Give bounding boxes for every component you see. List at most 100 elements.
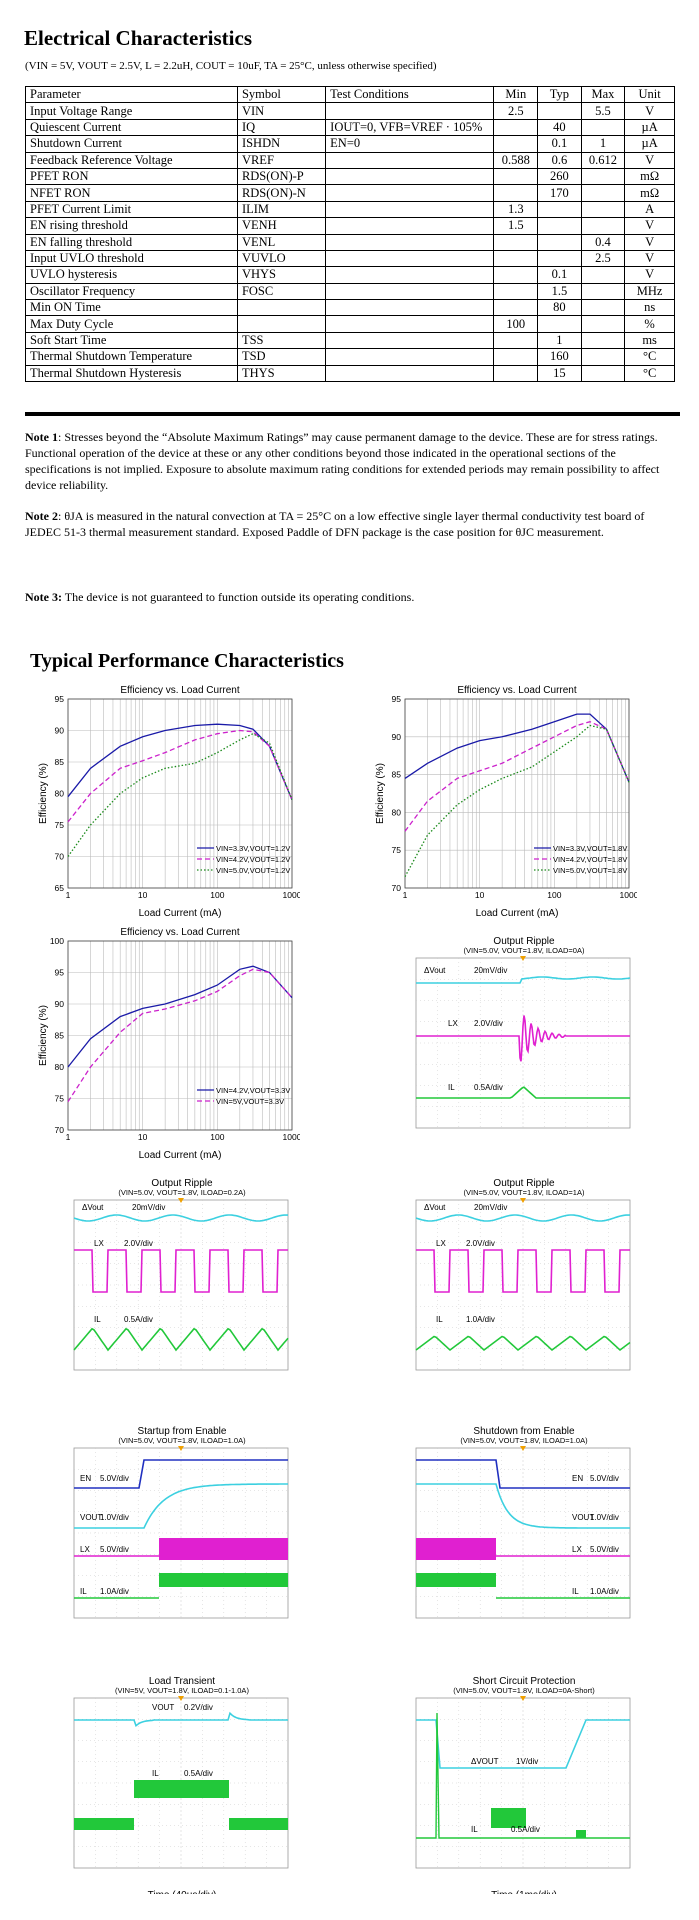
table-row: Quiescent Current IQ IOUT=0, VFB=VREF · 10… [25, 118, 675, 137]
table-cell [493, 364, 539, 383]
legend-entry: VIN=5.0V,VOUT=1.8V [553, 866, 627, 875]
table-cell: VREF [236, 151, 327, 169]
scope-trace [74, 1483, 288, 1529]
channel-label: VOUT [572, 1513, 594, 1522]
table-cell [325, 184, 495, 202]
table-cell: RDS(ON)-N [236, 184, 327, 202]
plot-frame [404, 698, 630, 889]
scope-trace [416, 976, 631, 984]
table-cell: 0.1 [537, 135, 582, 153]
table-cell [493, 331, 539, 350]
efficiency-chart-2: Efficiency vs. Load Current 70 75 80 85 90 95 1… [375, 683, 637, 918]
table-cell: IQ [236, 118, 327, 137]
table-cell [236, 315, 327, 333]
legend-entry: VIN=5.0V,VOUT=1.2V [216, 866, 290, 875]
scope-trace [416, 1459, 630, 1489]
table-cell [325, 282, 495, 301]
table-cell: 0.1 [537, 266, 582, 284]
table-cell [236, 299, 327, 317]
table-cell: 80 [537, 299, 582, 317]
table-cell: 0.6 [537, 151, 582, 169]
y-tick-label: 95 [392, 694, 402, 704]
y-tick-label: 85 [55, 757, 65, 767]
table-cell [537, 233, 582, 251]
table-cell: Soft Start Time [25, 331, 238, 350]
table-cell [493, 184, 539, 202]
table-row: Feedback Reference Voltage VREF 0.588 0.6 0.… [25, 151, 675, 169]
table-cell [325, 167, 495, 186]
table-cell: TSD [236, 348, 327, 366]
table-cell [325, 151, 495, 169]
table-cell: VENL [236, 233, 327, 251]
scope-trace [74, 1249, 288, 1293]
table-cell: 2.5 [580, 249, 626, 268]
series-line [67, 729, 293, 823]
table-cell: Quiescent Current [25, 118, 238, 137]
table-cell [325, 217, 495, 235]
y-tick-label: 95 [55, 694, 65, 704]
table-cell: UVLO hysteresis [25, 266, 238, 284]
y-axis-label: Efficiency (%) [38, 1005, 49, 1066]
channel-label: LX [448, 1019, 458, 1028]
table-cell: THYS [236, 364, 327, 383]
table-cell: ISHDN [236, 135, 327, 153]
channel-label: VOUT [152, 1703, 174, 1712]
table-cell: V [624, 266, 675, 284]
table-cell: Thermal Shutdown Temperature [25, 348, 238, 366]
channel-scale: 1.0V/div [590, 1513, 619, 1522]
note-2: Note 2: θJA is measured in the natural c… [25, 508, 675, 540]
switching-band [159, 1573, 288, 1587]
section-divider [25, 412, 680, 416]
y-tick-label: 75 [55, 1094, 65, 1104]
y-axis-label: Efficiency (%) [38, 763, 49, 824]
table-cell [580, 217, 626, 235]
legend-entry: VIN=3.3V,VOUT=1.8V [553, 844, 627, 853]
table-cell: 1.5 [493, 217, 539, 235]
table-cell: 1.5 [537, 282, 582, 301]
scope-trace [73, 1214, 289, 1222]
channel-label: LX [436, 1239, 446, 1248]
scope-trace [416, 1719, 630, 1769]
channel-label: LX [94, 1239, 104, 1248]
y-tick-label: 80 [55, 789, 65, 799]
table-cell: A [624, 200, 675, 219]
table-cell: 0.4 [580, 233, 626, 251]
table-cell [580, 331, 626, 350]
x-tick-label: 10 [475, 890, 485, 900]
table-cell: mΩ [624, 167, 675, 186]
table-cell: V [624, 102, 675, 120]
channel-scale: 1.0A/div [590, 1587, 619, 1596]
table-row: Thermal Shutdown Hysteresis THYS 15 °C [25, 364, 675, 383]
table-cell [325, 233, 495, 251]
table-row: Max Duty Cycle 100% [25, 315, 675, 333]
y-tick-label: 80 [392, 807, 402, 817]
legend-entry: VIN=4.2V,VOUT=3.3V [216, 1086, 290, 1095]
scope-trace [416, 1086, 630, 1099]
y-tick-label: 90 [55, 999, 65, 1009]
scope-grid [74, 1200, 288, 1370]
series-line [67, 732, 293, 857]
scope-conditions: (VIN=5.0V, VOUT=1.8V, ILOAD=0.2A) [118, 1188, 246, 1197]
switching-band [159, 1538, 288, 1560]
y-tick-label: 75 [392, 845, 402, 855]
table-cell: 2.5 [493, 102, 539, 120]
channel-scale: 2.0V/div [474, 1019, 503, 1028]
channel-scale: 2.0V/div [466, 1239, 495, 1248]
note-3-label: Note 3: [25, 590, 62, 604]
scope-trace [73, 1327, 289, 1352]
scope-title: Output Ripple [151, 1178, 213, 1189]
table-row: Oscillator Frequency FOSC 1.5 MHz [25, 282, 675, 301]
x-tick-label: 1000 [620, 890, 637, 900]
channel-label: LX [572, 1545, 582, 1554]
table-row: EN falling threshold VENL 0.4 V [25, 233, 675, 251]
table-cell: 260 [537, 167, 582, 186]
table-cell [325, 249, 495, 268]
y-tick-label: 100 [50, 936, 64, 946]
table-cell: EN falling threshold [25, 233, 238, 251]
table-cell: VIN [236, 102, 327, 120]
switching-band [416, 1538, 496, 1560]
trigger-marker-icon [520, 1696, 526, 1701]
table-cell: Max Duty Cycle [25, 315, 238, 333]
channel-label: IL [94, 1315, 101, 1324]
scope-grid [416, 958, 630, 1128]
